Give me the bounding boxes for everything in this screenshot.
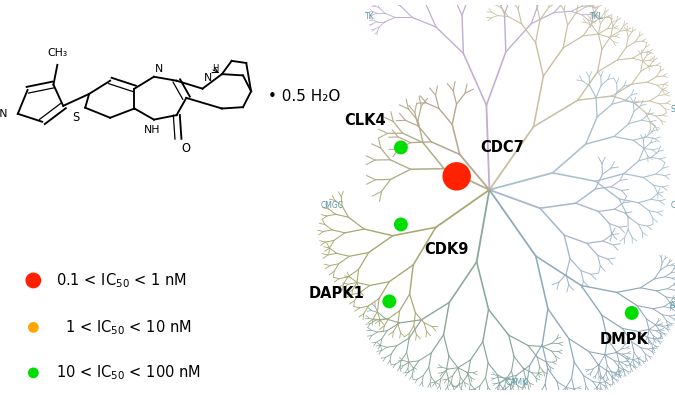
Text: AGC: AGC <box>670 301 675 310</box>
Text: CAMK: CAMK <box>506 378 527 387</box>
Text: 0.1 < IC$_{50}$ < 1 nM: 0.1 < IC$_{50}$ < 1 nM <box>56 271 187 290</box>
Text: H: H <box>213 64 219 73</box>
Text: CLK4: CLK4 <box>344 113 385 128</box>
Text: 10 < IC$_{50}$ < 100 nM: 10 < IC$_{50}$ < 100 nM <box>56 363 201 382</box>
Text: CMGC: CMGC <box>320 201 343 210</box>
Text: STE: STE <box>671 105 675 113</box>
Text: DMPK: DMPK <box>599 332 649 347</box>
Point <box>28 324 38 331</box>
Point <box>384 298 395 305</box>
Point <box>396 144 406 150</box>
Text: HN: HN <box>0 109 8 119</box>
Text: CDK9: CDK9 <box>424 242 468 257</box>
Text: TKL: TKL <box>590 12 604 21</box>
Text: CH₃: CH₃ <box>47 48 68 58</box>
Text: CDC7: CDC7 <box>480 140 524 155</box>
Text: NH: NH <box>144 126 161 135</box>
Text: DAPK1: DAPK1 <box>308 286 365 301</box>
Point <box>28 277 38 284</box>
Text: N: N <box>155 64 163 74</box>
Text: TK: TK <box>365 12 375 21</box>
Point <box>626 310 637 316</box>
Text: S: S <box>72 111 80 124</box>
Text: • 0.5 H₂O: • 0.5 H₂O <box>269 89 341 104</box>
Point <box>28 370 38 376</box>
Text: O: O <box>182 142 190 155</box>
Text: N: N <box>204 73 213 83</box>
Text: CK1: CK1 <box>670 201 675 210</box>
Point <box>452 173 462 179</box>
Point <box>396 221 406 228</box>
Text: 1 < IC$_{50}$ < 10 nM: 1 < IC$_{50}$ < 10 nM <box>56 318 192 337</box>
